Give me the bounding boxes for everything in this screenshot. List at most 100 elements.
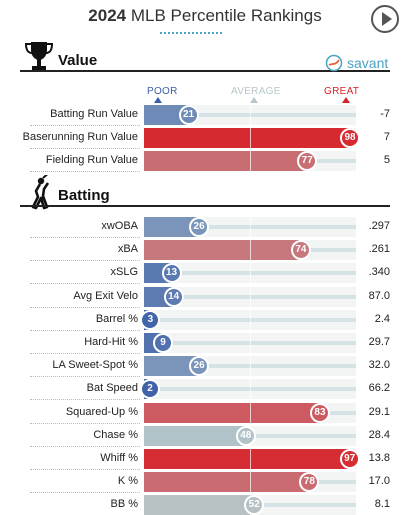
metric-label: Chase % [93, 428, 138, 441]
section-rule [20, 70, 390, 72]
metric-label: Hard-Hit % [84, 336, 138, 348]
batter-icon [31, 175, 50, 210]
metric-row[interactable]: Barrel % 3 2.4 [0, 309, 410, 331]
metric-row[interactable]: Baserunning Run Value 98 7 [0, 127, 410, 149]
percentile-bar [144, 151, 308, 171]
legend-great-arrow [342, 97, 350, 103]
row-divider [30, 125, 140, 126]
percentile-bar [144, 449, 350, 469]
percentile-bubble: 98 [340, 128, 360, 148]
row-divider [30, 353, 140, 354]
percentile-bubble: 78 [299, 472, 320, 493]
metric-label: Bat Speed [86, 382, 138, 395]
percentile-bar [144, 240, 301, 261]
metric-label: K % [117, 475, 138, 488]
average-line [250, 309, 251, 330]
row-divider [30, 260, 140, 262]
stat-value: 2.4 [374, 312, 390, 325]
average-line [250, 449, 251, 469]
stat-value: 29.1 [368, 405, 390, 418]
percentile-bubble: 13 [161, 263, 182, 284]
legend-average-arrow [250, 97, 258, 103]
stat-value: .297 [368, 220, 390, 232]
average-line [250, 286, 251, 307]
percentile-bubble: 26 [189, 356, 210, 377]
metric-row[interactable]: Avg Exit Velo 14 87.0 [0, 286, 410, 308]
metric-row[interactable]: Squared-Up % 83 29.1 [0, 402, 410, 424]
row-divider [30, 445, 140, 447]
row-divider [30, 148, 140, 149]
row-divider [30, 329, 140, 331]
percentile-bubble: 14 [163, 286, 184, 307]
section-title-batting: Batting [58, 187, 110, 204]
savant-logo-icon [325, 54, 343, 72]
metric-row[interactable]: BB % 52 8.1 [0, 494, 410, 515]
section-header-batting: Batting [20, 175, 390, 211]
metric-label: Squared-Up % [65, 405, 138, 418]
play-button[interactable] [371, 5, 399, 33]
metric-row[interactable]: LA Sweet-Spot % 26 32.0 [0, 355, 410, 378]
average-line [250, 472, 251, 493]
average-line [250, 217, 251, 237]
row-divider [30, 376, 140, 378]
percentile-bubble: 52 [244, 495, 265, 515]
metric-row[interactable]: Hard-Hit % 9 29.7 [0, 332, 410, 354]
stat-value: .261 [368, 243, 390, 256]
metric-label: Barrel % [95, 312, 138, 325]
metric-row[interactable]: Batting Run Value 21 -7 [0, 104, 410, 126]
stat-value: 28.4 [368, 428, 390, 441]
row-divider [30, 237, 140, 238]
metric-row[interactable]: xBA 74 .261 [0, 239, 410, 262]
percentile-bubble: 3 [140, 309, 161, 330]
savant-logo-text: savant [347, 55, 389, 71]
metric-label: Baserunning Run Value [22, 131, 138, 143]
stat-value: 32.0 [368, 359, 390, 372]
percentile-bar [144, 105, 189, 125]
metric-label: xBA [117, 243, 138, 256]
percentile-bubble: 83 [309, 402, 330, 423]
stat-value: 17.0 [368, 475, 390, 488]
stat-value: 5 [383, 154, 390, 166]
metric-row[interactable]: xwOBA 26 .297 [0, 216, 410, 238]
percentile-bar [144, 356, 200, 377]
average-line [250, 356, 251, 377]
stat-value: -7 [380, 108, 390, 120]
play-icon [382, 12, 392, 26]
header: 2024 MLB Percentile Rankings [0, 0, 410, 40]
percentile-bar [144, 425, 246, 446]
stat-value: 66.2 [368, 382, 390, 395]
metric-row[interactable]: Chase % 48 28.4 [0, 425, 410, 447]
row-divider [30, 492, 140, 494]
metric-label: xSLG [110, 266, 138, 279]
average-line [250, 151, 251, 171]
metric-row[interactable]: xSLG 13 .340 [0, 262, 410, 285]
section-title-value: Value [58, 52, 98, 69]
metric-label: BB % [110, 498, 138, 511]
average-line [250, 105, 251, 125]
row-divider [30, 306, 140, 308]
page-title: 2024 MLB Percentile Rankings [0, 6, 410, 26]
percentile-bar [144, 472, 310, 493]
section-header-value: Value [20, 42, 390, 76]
stat-value: 7 [383, 131, 390, 143]
metric-row[interactable]: Bat Speed 2 66.2 [0, 378, 410, 401]
metric-label: Fielding Run Value [45, 154, 138, 166]
percentile-bubble: 9 [153, 333, 174, 353]
percentile-bubble: 77 [297, 151, 318, 171]
stat-value: 13.8 [368, 452, 390, 464]
average-line [250, 263, 251, 284]
stat-value: 8.1 [374, 498, 390, 511]
metric-row[interactable]: K % 78 17.0 [0, 471, 410, 494]
percentile-bubble: 74 [290, 240, 311, 261]
stat-value: 29.7 [368, 336, 390, 348]
metric-row[interactable]: Whiff % 97 13.8 [0, 448, 410, 470]
metric-label: Avg Exit Velo [73, 289, 138, 302]
row-divider [30, 422, 140, 424]
percentile-bar [144, 217, 200, 237]
average-line [250, 379, 251, 400]
percentile-bar [144, 402, 320, 423]
metric-label: Whiff % [100, 452, 138, 464]
percentile-bar [144, 128, 352, 148]
metric-row[interactable]: Fielding Run Value 77 5 [0, 150, 410, 172]
legend-poor-arrow [154, 97, 162, 103]
